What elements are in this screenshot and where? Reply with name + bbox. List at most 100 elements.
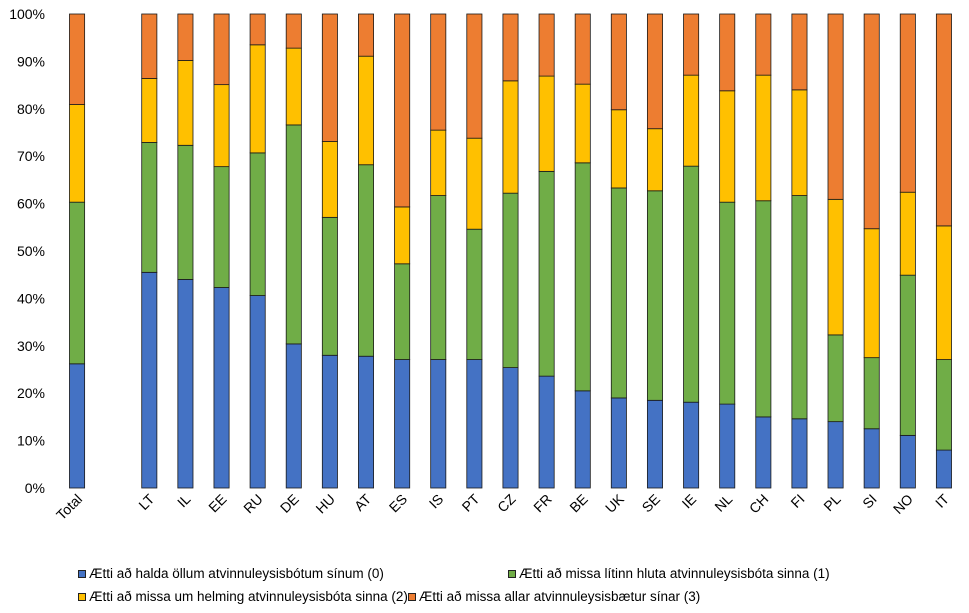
- bar-segment: [683, 13, 700, 76]
- bar-segment: [249, 295, 266, 489]
- bar-segment: [430, 13, 447, 131]
- x-tick-label: PL: [820, 491, 844, 515]
- x-tick-label: DE: [277, 491, 302, 516]
- bar-segment: [538, 375, 555, 489]
- bar-segment: [285, 47, 302, 126]
- bar-segment: [610, 109, 627, 189]
- bar-segment: [213, 287, 230, 489]
- bar-segment: [574, 83, 591, 164]
- legend-row-1: Ætti að halda öllum atvinnuleysisbótum s…: [78, 562, 958, 585]
- legend-label-2: Ætti að missa um helming atvinnuleysisbó…: [89, 589, 408, 604]
- bar-segment: [646, 128, 663, 192]
- bar-segment: [177, 13, 194, 61]
- bar-segment: [683, 165, 700, 403]
- x-tick-label: NO: [890, 491, 916, 517]
- bar-segment: [466, 359, 483, 489]
- bar-segment: [358, 164, 374, 357]
- bar-segment: [321, 354, 338, 489]
- bar-segment: [755, 74, 772, 202]
- x-tick-label: CH: [746, 491, 772, 517]
- bar-segment: [177, 60, 194, 146]
- bar-segment: [466, 13, 483, 139]
- bar-segment: [574, 162, 591, 392]
- bar-segment: [610, 187, 627, 399]
- bar-segment: [285, 124, 302, 345]
- y-tick-label: 80%: [17, 101, 45, 117]
- bar-segment: [827, 198, 844, 336]
- bar-segment: [935, 449, 952, 489]
- y-tick-label: 40%: [17, 290, 45, 306]
- bar-segment: [935, 13, 952, 227]
- bar-segment: [321, 13, 338, 142]
- bar-segment: [863, 428, 880, 489]
- x-tick-label: IL: [174, 491, 194, 511]
- bar-segment: [863, 357, 880, 430]
- y-tick-label: 90%: [17, 53, 45, 69]
- bar-segment: [538, 75, 555, 172]
- bar-segment: [574, 13, 591, 85]
- x-tick-label: BE: [566, 491, 591, 516]
- bar-segment: [899, 191, 916, 276]
- bar-segment: [430, 129, 447, 196]
- bar-segment: [177, 279, 194, 489]
- bar-segment: [141, 142, 158, 273]
- x-tick-label: NL: [711, 491, 735, 515]
- x-tick-label: ES: [386, 491, 411, 516]
- bar-segment: [394, 206, 411, 265]
- legend-label-0: Ætti að halda öllum atvinnuleysisbótum s…: [89, 566, 384, 581]
- bar-segment: [683, 401, 700, 489]
- bar-segment: [791, 89, 808, 196]
- bar-segment: [213, 84, 230, 168]
- x-tick-label: SI: [859, 491, 880, 512]
- bar-segment: [755, 416, 772, 489]
- bar-segment: [394, 13, 411, 208]
- y-tick-label: 60%: [17, 196, 45, 212]
- x-tick-label: RU: [240, 491, 266, 517]
- x-tick-label: SE: [639, 491, 664, 516]
- y-tick-label: 20%: [17, 385, 45, 401]
- bar-segment: [610, 397, 627, 489]
- bar-segment: [249, 152, 266, 296]
- bar-segment: [213, 13, 230, 86]
- bar-segment: [285, 343, 302, 489]
- x-tick-label: Total: [53, 491, 85, 523]
- y-tick-label: 30%: [17, 338, 45, 354]
- bar-segment: [249, 13, 266, 46]
- bar-segment: [321, 141, 338, 218]
- x-tick-label: EE: [205, 491, 230, 516]
- legend-item-1: Ætti að missa lítinn hluta atvinnuleysis…: [508, 562, 830, 585]
- x-tick-label: CZ: [494, 490, 519, 515]
- bar-segment: [719, 13, 736, 92]
- bar-segment: [935, 225, 952, 360]
- legend-item-3: Ætti að missa allar atvinnuleysisbætur s…: [407, 585, 700, 608]
- bar-segment: [69, 363, 86, 489]
- bar-segment: [69, 201, 86, 365]
- bar-segment: [69, 13, 86, 105]
- legend-swatch-3: [407, 592, 416, 601]
- bar-segment: [502, 13, 519, 82]
- bar-segment: [141, 78, 158, 143]
- x-tick-label: PT: [459, 490, 483, 514]
- bar-segment: [249, 44, 266, 154]
- bar-segment: [358, 355, 374, 489]
- bar-segment: [791, 195, 808, 420]
- y-tick-label: 100%: [9, 6, 45, 22]
- bar-segment: [899, 434, 916, 489]
- legend-row-2: Ætti að missa um helming atvinnuleysisbó…: [78, 585, 958, 608]
- bar-segment: [538, 170, 555, 377]
- bar-segment: [683, 74, 700, 167]
- bar-segment: [466, 137, 483, 230]
- bar-segment: [646, 13, 663, 130]
- bar-segment: [141, 271, 158, 489]
- x-tick-label: IS: [426, 491, 447, 512]
- bar-segment: [719, 90, 736, 203]
- bar-segment: [574, 390, 591, 489]
- bar-segment: [358, 55, 374, 166]
- bar-segment: [827, 421, 844, 489]
- bar-segment: [502, 80, 519, 194]
- bar-segment: [502, 367, 519, 489]
- y-tick-label: 0%: [25, 480, 45, 496]
- bar-segment: [755, 13, 772, 76]
- x-tick-label: HU: [312, 491, 338, 517]
- bar-segment: [141, 13, 158, 79]
